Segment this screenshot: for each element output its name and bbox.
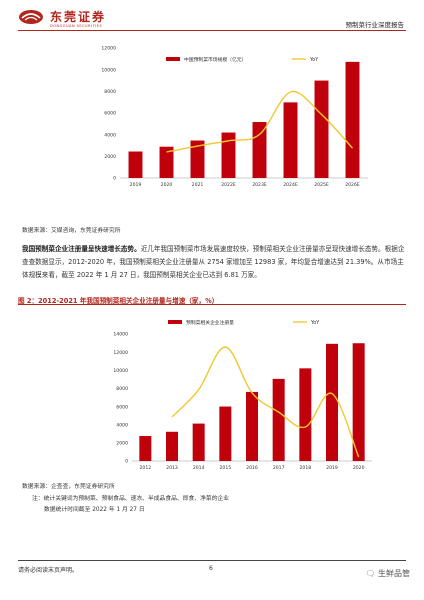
company-logo: 东莞证券 DONGGUAN SECURITIES <box>18 6 136 32</box>
y-tick-label: 12000 <box>101 46 116 52</box>
x-tick-label: 2025E <box>314 182 329 188</box>
y-tick-label: 2000 <box>104 154 116 160</box>
watermark-text: 生鲜品管 <box>378 569 410 578</box>
bar <box>219 406 232 461</box>
watermark: 🗨 生鲜品管 <box>365 568 410 579</box>
bar <box>159 146 174 178</box>
y-tick-label: 10000 <box>113 368 128 374</box>
yoy-series-line <box>166 90 354 153</box>
bar <box>252 122 267 178</box>
y-tick-label: 8000 <box>104 89 116 95</box>
wechat-icon: 🗨 <box>365 569 376 578</box>
y-tick-label: 6000 <box>104 111 116 117</box>
figure1-source: 数据来源：艾媒咨询，东莞证券研究所 <box>22 228 121 234</box>
bar <box>128 151 143 178</box>
x-tick-label: 2019 <box>130 182 142 188</box>
x-tick-label: 2016 <box>246 465 258 471</box>
legend-bar-label: 中国预制菜市场规模（亿元） <box>184 56 246 63</box>
logo-mark-icon <box>19 10 43 24</box>
figure2-title: 图 2：2012-2021 年我国预制菜相关企业注册量与增速（家，%） <box>18 297 219 305</box>
note-line-2: 数据统计时间截至 2022 年 1 月 27 日 <box>44 507 145 513</box>
paragraph-lead: 我国预制菜企业注册量呈快速增长态势。 <box>22 245 141 253</box>
bar <box>192 423 205 461</box>
registration-chart: 预制菜相关企业注册量 YoY 0 2000 4000 6000 8000 10000 12000… <box>113 319 372 471</box>
x-tick-label: 2020 <box>353 465 365 471</box>
x-tick-label: 2022E <box>221 182 236 188</box>
logo-text: 东莞证券 <box>50 10 107 24</box>
y-tick-label: 0 <box>113 176 116 182</box>
x-tick-label: 2021 <box>192 182 204 188</box>
legend-line-label: YoY <box>310 320 319 326</box>
paragraph-body: 近几年我国预制菜市场发展速度较快，预制菜相关企业注册量亦呈现快速增长态势。根据企… <box>22 245 405 279</box>
legend-line-label: YoY <box>309 57 318 63</box>
market-size-chart: 中国预制菜市场规模（亿元） YoY 0 2000 4000 6000 8000 10000 12… <box>101 46 368 188</box>
disclaimer-text: 请务必阅读末页声明。 <box>18 567 79 574</box>
x-tick-label: 2024E <box>283 182 298 188</box>
page-number: 6 <box>209 565 213 572</box>
bar <box>221 132 236 178</box>
y-tick-label: 14000 <box>113 332 128 338</box>
footer-divider <box>18 560 406 561</box>
x-tick-label: 2019 <box>326 465 338 471</box>
bar <box>246 391 258 461</box>
bar <box>345 61 360 178</box>
bar <box>139 436 152 461</box>
bar <box>299 368 312 461</box>
y-tick-label: 10000 <box>101 67 116 73</box>
report-title: 预制菜行业深度报告 <box>345 21 405 29</box>
bar <box>166 431 178 461</box>
x-tick-label: 2012 <box>139 465 151 471</box>
legend-bar-swatch <box>168 320 182 324</box>
legend-bar-label: 预制菜相关企业注册量 <box>186 319 234 326</box>
legend-bar-swatch <box>166 57 180 61</box>
x-tick-label: 2014 <box>193 465 205 471</box>
bar <box>314 80 329 178</box>
x-tick-label: 2018 <box>299 465 311 471</box>
y-tick-label: 0 <box>125 459 128 465</box>
figure2-note: 注：统计关键词为预制菜、预制食品、速冻、半成品食品、即食、净菜的企业 数据统计时… <box>32 494 229 516</box>
bar <box>272 378 285 461</box>
note-line-1: 注：统计关键词为预制菜、预制食品、速冻、半成品食品、即食、净菜的企业 <box>32 496 230 502</box>
x-tick-label: 2026E <box>345 182 360 188</box>
x-tick-label: 2015 <box>219 465 231 471</box>
y-tick-label: 4000 <box>104 132 116 138</box>
x-tick-label: 2017 <box>273 465 285 471</box>
bar <box>352 343 365 461</box>
y-tick-label: 6000 <box>116 404 128 410</box>
x-tick-label: 2020 <box>161 182 173 188</box>
bar <box>190 140 205 178</box>
x-tick-label: 2013 <box>166 465 178 471</box>
body-paragraph: 我国预制菜企业注册量呈快速增长态势。近几年我国预制菜市场发展速度较快，预制菜相关… <box>22 243 406 282</box>
figure2-source: 数据来源：企查查，东莞证券研究所 <box>22 484 115 490</box>
bar <box>283 102 298 178</box>
figure2-title-rule <box>18 304 406 305</box>
header-divider <box>18 30 406 31</box>
x-tick-label: 2023E <box>252 182 267 188</box>
y-tick-label: 8000 <box>116 386 128 392</box>
y-tick-label: 2000 <box>116 441 128 447</box>
yoy-series-line <box>171 346 360 458</box>
y-tick-label: 4000 <box>116 422 128 428</box>
y-tick-label: 12000 <box>113 350 128 356</box>
bar <box>326 343 338 461</box>
logo-subtitle: DONGGUAN SECURITIES <box>50 24 103 28</box>
